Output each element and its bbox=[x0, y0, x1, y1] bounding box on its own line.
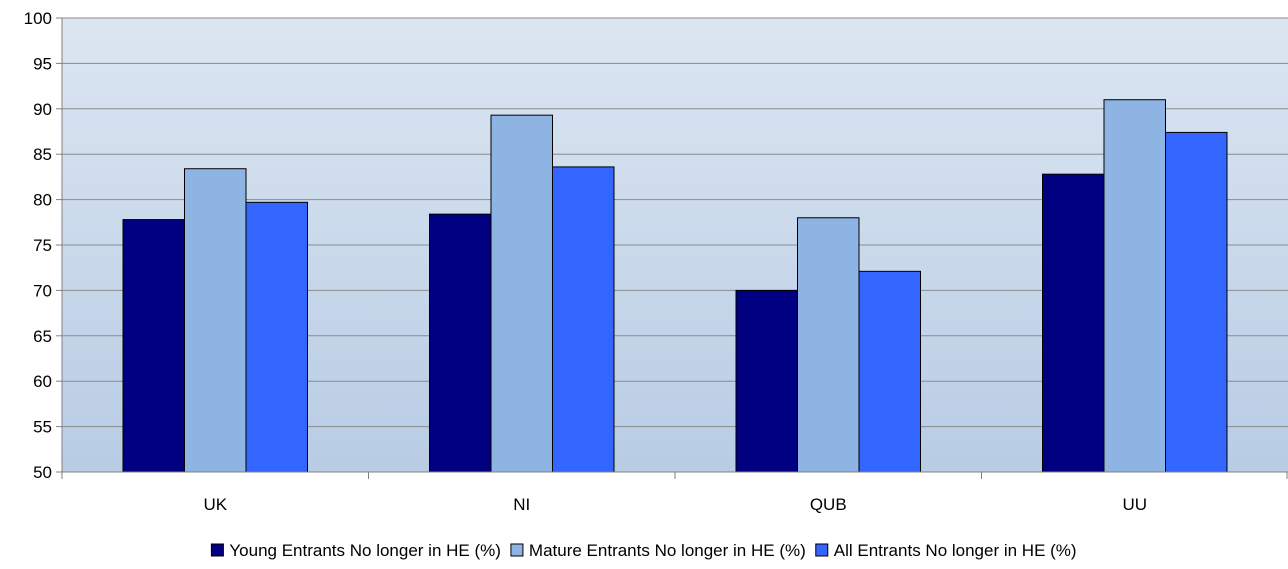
y-tick-label: 85 bbox=[33, 145, 52, 164]
bar bbox=[1103, 99, 1166, 473]
y-tick-labels: 50 55 60 65 70 75 80 85 90 95 100 bbox=[24, 9, 52, 482]
bar bbox=[858, 270, 921, 473]
bar bbox=[797, 217, 860, 473]
y-tick-label: 80 bbox=[33, 191, 52, 210]
legend-swatch bbox=[210, 543, 224, 557]
legend: Young Entrants No longer in HE (%) Mature… bbox=[210, 541, 1077, 560]
bars bbox=[122, 99, 1228, 473]
bar bbox=[552, 166, 615, 473]
bar bbox=[490, 114, 553, 473]
legend-label: Mature Entrants No longer in HE (%) bbox=[529, 541, 806, 560]
y-tick-label: 65 bbox=[33, 327, 52, 346]
y-tick-label: 100 bbox=[24, 9, 52, 28]
bar bbox=[245, 201, 308, 473]
legend-label: All Entrants No longer in HE (%) bbox=[834, 541, 1077, 560]
y-tick-label: 75 bbox=[33, 236, 52, 255]
y-tick-label: 90 bbox=[33, 100, 52, 119]
x-category-label: NI bbox=[513, 495, 530, 514]
bar bbox=[735, 289, 798, 473]
bar bbox=[122, 219, 185, 473]
axes bbox=[61, 18, 1288, 479]
bar bbox=[429, 213, 492, 473]
x-category-label: UU bbox=[1122, 495, 1147, 514]
x-category-label: UK bbox=[203, 495, 227, 514]
y-tick-label: 70 bbox=[33, 281, 52, 300]
bar bbox=[1165, 131, 1228, 473]
legend-swatch bbox=[815, 543, 829, 557]
y-tick-label: 55 bbox=[33, 418, 52, 437]
y-tick-label: 50 bbox=[33, 463, 52, 482]
x-category-label: QUB bbox=[810, 495, 847, 514]
bar bbox=[184, 168, 247, 473]
y-tick-label: 60 bbox=[33, 372, 52, 391]
bar bbox=[1042, 173, 1105, 473]
y-tick-label: 95 bbox=[33, 54, 52, 73]
x-category-labels: UK NI QUB UU bbox=[203, 495, 1147, 514]
legend-swatch bbox=[510, 543, 524, 557]
legend-label: Young Entrants No longer in HE (%) bbox=[229, 541, 501, 560]
